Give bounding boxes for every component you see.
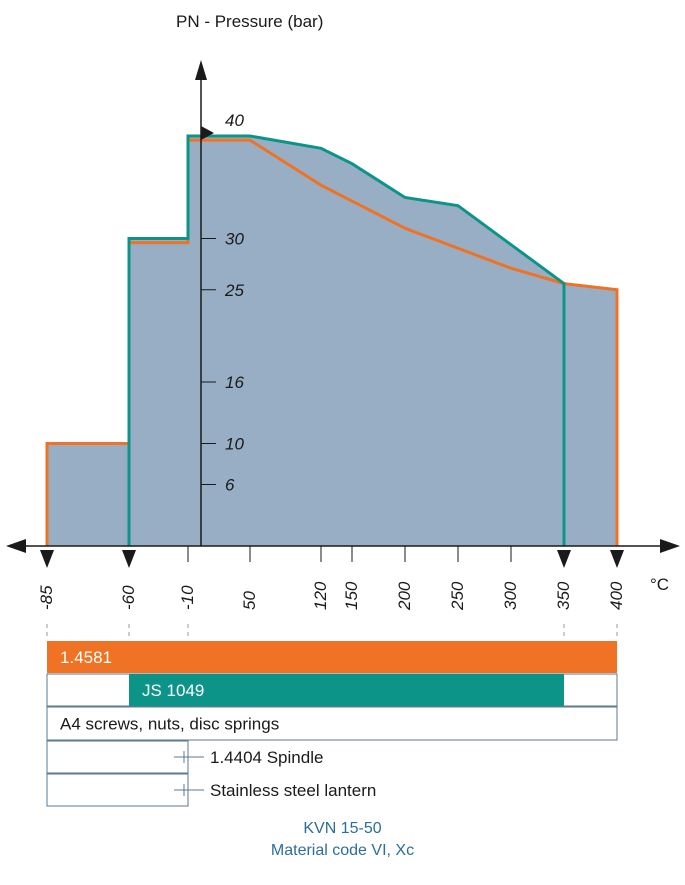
x-tick-label: 250 — [448, 581, 467, 611]
x-tick-label: -10 — [178, 585, 197, 610]
x-tick-arrow — [40, 550, 54, 568]
material-bar — [129, 674, 564, 706]
y-tick-label: 16 — [225, 373, 244, 392]
y-tick-label: 6 — [225, 476, 235, 495]
x-axis-arrow-left — [6, 539, 26, 553]
material-bar-label: 1.4404 Spindle — [210, 748, 323, 767]
material-bar — [47, 641, 617, 673]
y-tick-label: 30 — [225, 230, 244, 249]
series-line-teal — [127, 134, 566, 546]
y-axis-title: PN - Pressure (bar) — [176, 12, 324, 31]
x-tick-label: 120 — [311, 581, 330, 610]
y-tick-label: 10 — [225, 435, 244, 454]
x-tick-label: 400 — [607, 581, 626, 610]
x-tick-arrow — [610, 550, 624, 568]
x-tick-arrow — [122, 550, 136, 568]
x-axis-arrow-right — [660, 539, 680, 553]
y-tick-marker-40 — [201, 126, 214, 140]
footer-model: KVN 15-50 — [303, 820, 382, 837]
x-tick-label: 300 — [501, 581, 520, 610]
material-bar — [46, 706, 618, 741]
pressure-area — [47, 136, 617, 546]
x-tick-label: -85 — [37, 585, 56, 610]
x-tick-label: 50 — [240, 591, 259, 610]
material-bar-label: A4 screws, nuts, disc springs — [60, 715, 279, 734]
material-bar-label: Stainless steel lantern — [210, 781, 376, 800]
x-tick-label: 350 — [554, 581, 573, 610]
y-tick-label: 40 — [225, 111, 244, 130]
x-tick-label: 200 — [395, 581, 414, 611]
y-axis-arrow — [195, 60, 207, 80]
material-bar — [46, 773, 189, 807]
y-tick-label: 25 — [224, 281, 244, 300]
material-bar-label: 1.4581 — [60, 648, 112, 667]
x-axis-unit: °C — [650, 575, 669, 594]
material-bar-label: JS 1049 — [142, 681, 204, 700]
material-bar — [46, 740, 189, 774]
x-tick-arrow — [557, 550, 571, 568]
x-tick-label: 150 — [342, 581, 361, 610]
footer-material-code: Material code VI, Xc — [270, 842, 415, 859]
x-tick-label: -60 — [119, 585, 138, 610]
